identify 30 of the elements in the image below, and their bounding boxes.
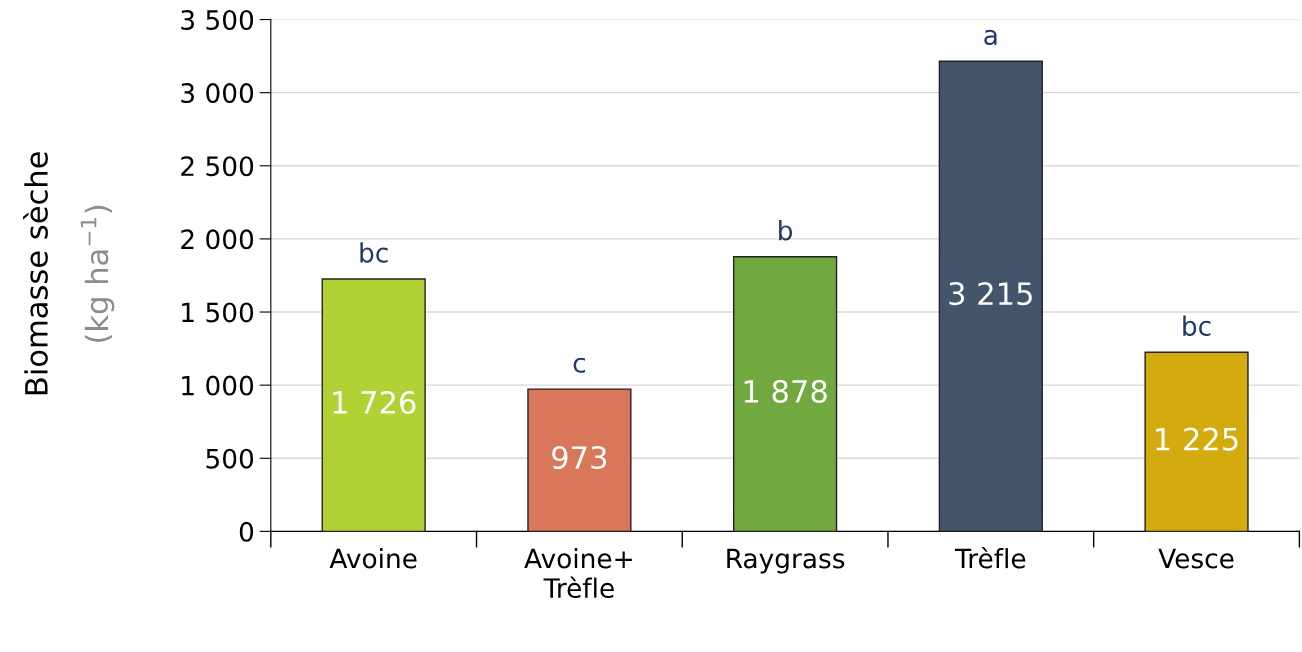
y-tick-label: 2 500 [181, 156, 254, 177]
data-label: 1 225 [1156, 427, 1238, 451]
y-tick-label: 1 500 [182, 302, 254, 323]
y-tick-label: 500 [206, 448, 254, 469]
bar [1144, 351, 1249, 532]
y-axis-title: Biomasse sèche [23, 152, 48, 395]
y-tick-label: 0 [239, 521, 254, 542]
annotation: c [573, 357, 586, 373]
x-tick-label: Avoine+ Trèfle [524, 548, 632, 599]
data-label: 1 878 [744, 379, 827, 403]
data-label: 1 726 [333, 390, 416, 415]
bar [527, 388, 632, 532]
annotation: b [779, 220, 793, 241]
x-tick-label: Raygrass [727, 548, 845, 574]
annotation: a [984, 29, 997, 46]
x-tick-label: Trèfle [954, 546, 1026, 569]
y-tick-label: 3 500 [181, 10, 254, 30]
annotation: bc [1183, 315, 1211, 337]
y2-axis-title: (kg ha$^{−1}$) [80, 205, 115, 342]
annotation: bc [360, 242, 388, 263]
data-label: 3 215 [949, 282, 1032, 306]
y-tick-label: 3 000 [181, 83, 254, 104]
x-tick-label: Vesce [1158, 548, 1234, 569]
bar [732, 256, 838, 532]
data-label: 973 [552, 445, 607, 470]
bar [938, 60, 1043, 532]
y-tick-label: 2 000 [181, 229, 254, 250]
bar [321, 278, 426, 532]
x-tick-label: Avoine [329, 548, 417, 569]
y-tick-label: 1 000 [182, 375, 254, 396]
